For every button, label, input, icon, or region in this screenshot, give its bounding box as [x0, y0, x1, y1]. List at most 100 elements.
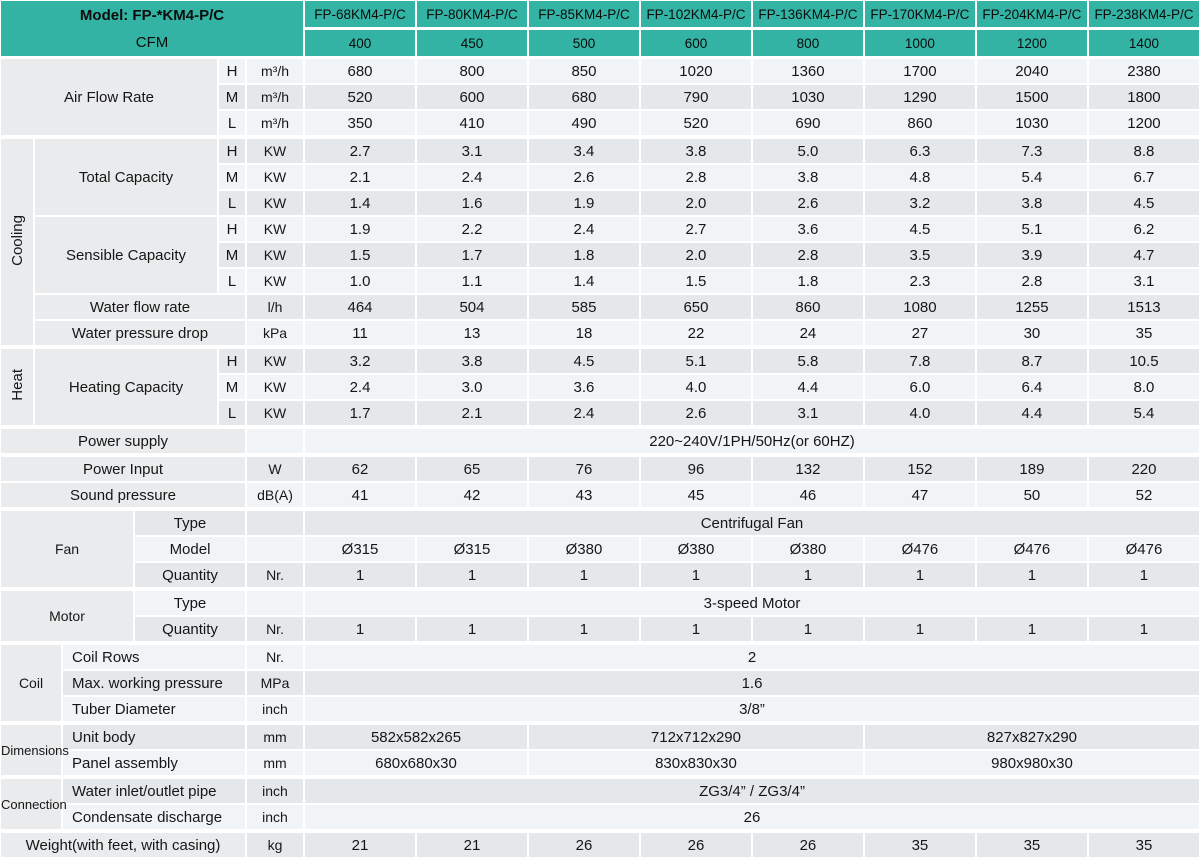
value-cell: 27 — [863, 320, 976, 348]
value-cell: 3.9 — [975, 242, 1088, 268]
speed-cell: L — [218, 190, 246, 216]
value-cell: 35 — [1087, 320, 1200, 348]
value-cell: 860 — [751, 294, 864, 320]
value-cell: 3.1 — [751, 400, 864, 428]
value-cell: 8.8 — [1087, 138, 1200, 164]
value-cell: 1800 — [1087, 84, 1200, 110]
value-cell: 2.1 — [416, 400, 528, 428]
unit-cell: inch — [246, 804, 305, 832]
value-cell: 3.6 — [751, 216, 864, 242]
speed-cell: H — [218, 58, 246, 84]
label-sensible-capacity: Sensible Capacity — [34, 216, 218, 294]
coil-rows-value: 2 — [304, 644, 1200, 670]
unit-cell: KW — [246, 164, 305, 190]
value-cell: 1 — [1087, 562, 1200, 590]
sublabel-fan-quantity: Quantity — [134, 562, 246, 590]
unit-cell: KW — [246, 190, 305, 216]
value-cell: 5.1 — [639, 348, 752, 374]
water-inlet-outlet-value: ZG3/4” / ZG3/4” — [304, 778, 1200, 804]
value-cell: 2.0 — [639, 190, 752, 216]
speed-cell: H — [218, 348, 246, 374]
value-cell: 520 — [304, 84, 416, 110]
model-header-cell: FP-80KM4-P/C — [416, 0, 528, 29]
value-cell: Ø476 — [975, 536, 1088, 562]
unit-cell: KW — [246, 348, 305, 374]
value-cell: 26 — [639, 832, 752, 858]
value-cell: 4.8 — [863, 164, 976, 190]
sublabel-tuber-diameter: Tuber Diameter — [62, 696, 246, 724]
value-cell: 4.4 — [975, 400, 1088, 428]
value-cell: 850 — [527, 58, 640, 84]
label-heating-capacity: Heating Capacity — [34, 348, 218, 428]
value-cell: 1.7 — [304, 400, 416, 428]
value-cell: 1 — [863, 616, 976, 644]
value-cell: 3.4 — [527, 138, 640, 164]
value-cell: 3.8 — [975, 190, 1088, 216]
value-cell: 1 — [751, 616, 864, 644]
value-cell: 96 — [639, 456, 752, 482]
value-cell: 2.8 — [751, 242, 864, 268]
value-cell: 680 — [527, 84, 640, 110]
value-cell: 6.2 — [1087, 216, 1200, 242]
sublabel-unit-body: Unit body — [62, 724, 246, 750]
value-cell: 2.4 — [304, 374, 416, 400]
sublabel-fan-type: Type — [134, 510, 246, 536]
value-cell: 2.4 — [416, 164, 528, 190]
value-cell: 21 — [416, 832, 528, 858]
model-header-cell: FP-136KM4-P/C — [751, 0, 864, 29]
unit-cell: Nr. — [246, 616, 305, 644]
unit-cell: l/h — [246, 294, 305, 320]
value-cell: 464 — [304, 294, 416, 320]
value-cell: 2.2 — [416, 216, 528, 242]
value-cell: 35 — [863, 832, 976, 858]
model-title-cell: Model: FP-*KM4-P/C CFM — [0, 0, 305, 58]
value-cell: 5.4 — [975, 164, 1088, 190]
value-cell: Ø315 — [304, 536, 416, 562]
value-cell: 2.4 — [527, 400, 640, 428]
value-cell: 5.0 — [751, 138, 864, 164]
value-cell: 1 — [304, 562, 416, 590]
value-cell: 2.7 — [639, 216, 752, 242]
value-cell: 1.5 — [304, 242, 416, 268]
label-water-pressure-drop: Water pressure drop — [34, 320, 246, 348]
value-cell: 2380 — [1087, 58, 1200, 84]
label-power-supply: Power supply — [0, 428, 246, 456]
value-cell: 1290 — [863, 84, 976, 110]
panel-assembly-value: 680x680x30 — [304, 750, 528, 778]
panel-assembly-value: 980x980x30 — [863, 750, 1200, 778]
model-header-cell: FP-238KM4-P/C — [1087, 0, 1200, 29]
value-cell: 2.4 — [527, 216, 640, 242]
value-cell: 10.5 — [1087, 348, 1200, 374]
value-cell: 3.8 — [416, 348, 528, 374]
panel-assembly-value: 830x830x30 — [527, 750, 864, 778]
speed-cell: M — [218, 164, 246, 190]
value-cell: 1700 — [863, 58, 976, 84]
value-cell: 6.3 — [863, 138, 976, 164]
table-header: Model: FP-*KM4-P/C CFM FP-68KM4-P/C FP-80KM… — [0, 0, 1200, 58]
sublabel-fan-model: Model — [134, 536, 246, 562]
unit-cell: mm — [246, 724, 305, 750]
value-cell: 35 — [1087, 832, 1200, 858]
unit-body-value: 827x827x290 — [863, 724, 1200, 750]
unit-cell — [246, 510, 305, 536]
value-cell: 30 — [975, 320, 1088, 348]
label-power-input: Power Input — [0, 456, 246, 482]
unit-cell — [246, 428, 305, 456]
tuber-diameter-value: 3/8” — [304, 696, 1200, 724]
value-cell: 2.3 — [863, 268, 976, 294]
speed-cell: H — [218, 216, 246, 242]
label-air-flow-rate: Air Flow Rate — [0, 58, 218, 138]
value-cell: 6.4 — [975, 374, 1088, 400]
value-cell: 680 — [304, 58, 416, 84]
value-cell: 2.8 — [975, 268, 1088, 294]
value-cell: 1.1 — [416, 268, 528, 294]
value-cell: 220 — [1087, 456, 1200, 482]
speed-cell: L — [218, 110, 246, 138]
value-cell: 3.1 — [1087, 268, 1200, 294]
value-cell: 1 — [304, 616, 416, 644]
unit-cell: KW — [246, 216, 305, 242]
value-cell: 3.5 — [863, 242, 976, 268]
value-cell: 1.0 — [304, 268, 416, 294]
value-cell: 1.9 — [527, 190, 640, 216]
